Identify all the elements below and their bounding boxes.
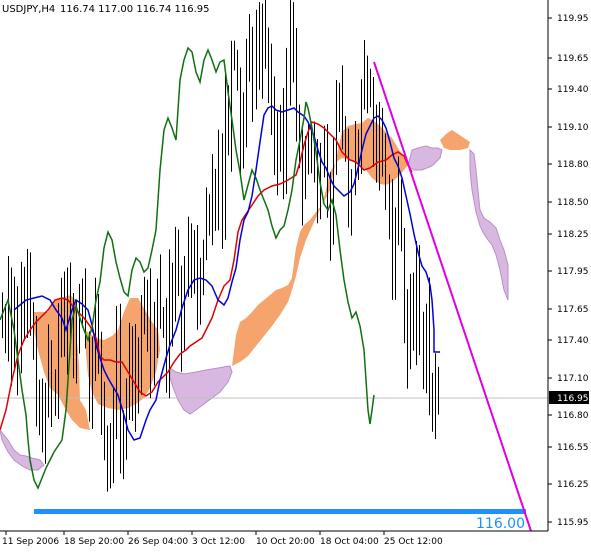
horizontal-line-label: 116.00 <box>476 516 525 532</box>
price-tick: 117.95 <box>548 267 589 277</box>
time-label: 10 Oct 20:00 <box>256 537 315 547</box>
chikou-span-line <box>0 46 375 490</box>
price-tick: 119.95 <box>548 14 589 24</box>
price-tick-label: 119.95 <box>557 14 589 24</box>
price-tick-label: 116.25 <box>557 480 589 490</box>
time-label: 18 Oct 04:00 <box>320 537 379 547</box>
price-tick: 116.55 <box>548 443 589 453</box>
horizontal-line-116[interactable] <box>34 509 526 514</box>
time-label: 18 Sep 20:00 <box>64 537 124 547</box>
price-tick: 115.95 <box>548 518 589 528</box>
ohlc-values: 116.74 117.00 116.74 116.95 <box>60 4 210 15</box>
price-tick-label: 116.55 <box>557 443 589 453</box>
current-price-tag <box>549 391 589 404</box>
ichimoku-cloud-bearish <box>0 145 509 471</box>
price-tick: 118.25 <box>548 230 589 240</box>
price-tick: 119.40 <box>548 85 589 95</box>
price-tick-label: 119.40 <box>557 85 589 95</box>
time-label: 11 Sep 2006 <box>2 537 59 547</box>
price-tick-label: 117.95 <box>557 267 589 277</box>
price-tick-label: 117.40 <box>557 336 589 346</box>
price-tick-label: 117.10 <box>557 374 589 384</box>
time-axis: 11 Sep 2006 18 Sep 20:00 26 Sep 04:00 3 … <box>2 531 443 547</box>
price-tick: 118.80 <box>548 160 589 170</box>
time-label: 3 Oct 12:00 <box>192 537 245 547</box>
price-tick-label: 119.10 <box>557 123 589 133</box>
price-tick-label: 116.80 <box>557 411 589 421</box>
price-tick: 116.80 <box>548 411 589 421</box>
price-axis: 119.95 119.65 119.40 119.10 118.80 118.5… <box>548 14 589 528</box>
price-tick: 117.40 <box>548 336 589 346</box>
price-tick: 117.10 <box>548 374 589 384</box>
price-tick: 117.65 <box>548 305 589 315</box>
price-tick: 119.65 <box>548 54 589 64</box>
price-tick-label: 117.65 <box>557 305 589 315</box>
current-price-label: 116.95 <box>557 394 589 404</box>
time-label: 26 Sep 04:00 <box>128 537 188 547</box>
price-tick-label: 118.80 <box>557 160 589 170</box>
price-tick-label: 118.50 <box>557 198 589 208</box>
price-tick: 119.10 <box>548 123 589 133</box>
price-tick-label: 118.25 <box>557 230 589 240</box>
price-tick: 118.50 <box>548 198 589 208</box>
kijun-sen-line <box>0 121 413 431</box>
price-tick: 116.25 <box>548 480 589 490</box>
price-tick-label: 115.95 <box>557 518 589 528</box>
tenkan-sen-line <box>13 105 440 441</box>
symbol-label: USDJPY,H4 <box>2 4 55 15</box>
price-tick-label: 119.65 <box>557 54 589 64</box>
time-label: 25 Oct 12:00 <box>384 537 443 547</box>
trendline[interactable] <box>373 61 532 532</box>
